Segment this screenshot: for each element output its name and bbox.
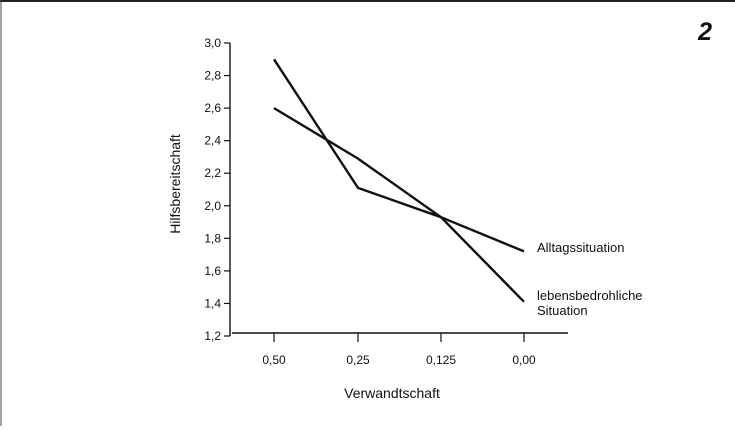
y-tick-label: 1,2 [204, 329, 221, 343]
y-tick-label: 3,0 [204, 36, 221, 50]
y-tick-label: 1,8 [204, 231, 221, 245]
x-tick-label: 0,00 [512, 353, 536, 367]
series-line-2 [272, 58, 525, 303]
series-label-lebensbedrohliche-situation: lebensbedrohliche Situation [537, 288, 643, 318]
panel-number: 2 [697, 18, 712, 46]
axes: 1,2 1,4 1,6 1,8 2,0 2,2 2,4 2,6 2,8 3,0 0,50 0,25 0,… [204, 36, 568, 367]
y-axis-label: Hilfsbereitschaft [167, 134, 183, 234]
y-tick-label: 2,0 [204, 199, 221, 213]
x-tick-label: 0,25 [346, 353, 370, 367]
y-tick-label: 1,6 [204, 264, 221, 278]
series-label-line-1: lebensbedrohliche [537, 288, 643, 303]
y-tick-label: 2,8 [204, 69, 221, 83]
x-tick-label: 0,50 [262, 353, 286, 367]
y-tick-label: 2,6 [204, 101, 221, 115]
series-label-alltagssituation: Alltagssituation [537, 240, 624, 255]
data-lines: Alltagssituation lebensbedrohliche Situati… [272, 58, 643, 318]
y-tick-label: 2,2 [204, 166, 221, 180]
y-tick-label: 2,4 [204, 134, 221, 148]
series-label-line-2: Situation [537, 303, 588, 318]
y-tick-label: 1,4 [204, 296, 221, 310]
series-line-1 [273, 107, 525, 253]
x-tick-label: 0,125 [426, 353, 456, 367]
x-axis-label: Verwandtschaft [344, 385, 440, 401]
